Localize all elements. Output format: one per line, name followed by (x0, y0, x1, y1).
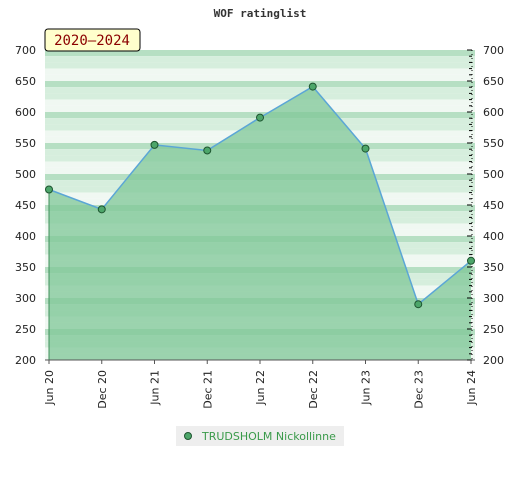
background-band (45, 105, 475, 112)
y-tick-label-right: 200 (483, 354, 504, 367)
legend-series-label: TRUDSHOLM Nickollinne (201, 430, 336, 443)
background-band (45, 93, 475, 100)
y-tick-label-right: 550 (483, 137, 504, 150)
x-tick-label: Jun 24 (465, 370, 478, 406)
period-badge: 2020–2024 (44, 28, 141, 52)
y-tick-label-left: 650 (15, 75, 36, 88)
y-tick-label-left: 500 (15, 168, 36, 181)
y-tick-label-left: 300 (15, 292, 36, 305)
y-tick-label-left: 200 (15, 354, 36, 367)
period-badge-label: 2020–2024 (54, 33, 130, 49)
period-badge-box (44, 28, 141, 52)
background-band (45, 81, 475, 88)
y-tick-label-left: 550 (15, 137, 36, 150)
background-band (45, 87, 475, 94)
axes: 200 200 250 250 300 300 350 350 400 400 450 450 500 5… (15, 44, 504, 409)
y-tick-label-left: 450 (15, 199, 36, 212)
x-tick-label: Dec 20 (96, 370, 109, 409)
y-tick-label-left: 350 (15, 261, 36, 274)
legend-marker-icon (184, 432, 192, 440)
data-point[interactable] (150, 140, 159, 149)
y-tick-label-right: 300 (483, 292, 504, 305)
background-band (45, 50, 475, 57)
data-point[interactable] (256, 113, 264, 122)
data-point[interactable] (308, 82, 317, 91)
legend[interactable]: TRUDSHOLM Nickollinne (176, 426, 344, 446)
data-point[interactable] (45, 185, 53, 194)
x-tick-label: Jun 20 (43, 370, 56, 406)
data-point[interactable] (414, 300, 423, 309)
background-band (45, 68, 475, 75)
y-tick-label-right: 700 (483, 44, 504, 57)
y-tick-label-left: 700 (15, 44, 36, 57)
series-markers (45, 82, 475, 309)
data-point[interactable] (97, 205, 106, 214)
y-tick-label-left: 250 (15, 323, 36, 336)
background-band (45, 56, 475, 63)
x-tick-label: Dec 22 (307, 370, 320, 409)
data-point[interactable] (467, 256, 475, 265)
x-tick-label: Jun 23 (360, 370, 373, 406)
y-tick-label-right: 450 (483, 199, 504, 212)
background-band (45, 99, 475, 106)
data-point[interactable] (203, 146, 212, 155)
y-tick-label-left: 600 (15, 106, 36, 119)
y-tick-label-right: 400 (483, 230, 504, 243)
x-tick-label: Dec 21 (201, 370, 214, 409)
y-tick-label-right: 500 (483, 168, 504, 181)
data-point[interactable] (361, 144, 370, 153)
y-tick-label-right: 650 (483, 75, 504, 88)
background-band (45, 74, 475, 81)
y-tick-label-left: 400 (15, 230, 36, 243)
background-band (45, 62, 475, 69)
y-tick-label-right: 250 (483, 323, 504, 336)
x-tick-label: Dec 23 (412, 370, 425, 409)
legend-box (176, 426, 344, 446)
chart-title: WOF ratinglist (214, 7, 307, 20)
series-area (49, 86, 471, 360)
x-tick-label: Jun 22 (254, 370, 267, 406)
x-tick-label: Jun 21 (149, 370, 162, 406)
y-tick-label-right: 350 (483, 261, 504, 274)
y-tick-label-right: 600 (483, 106, 504, 119)
